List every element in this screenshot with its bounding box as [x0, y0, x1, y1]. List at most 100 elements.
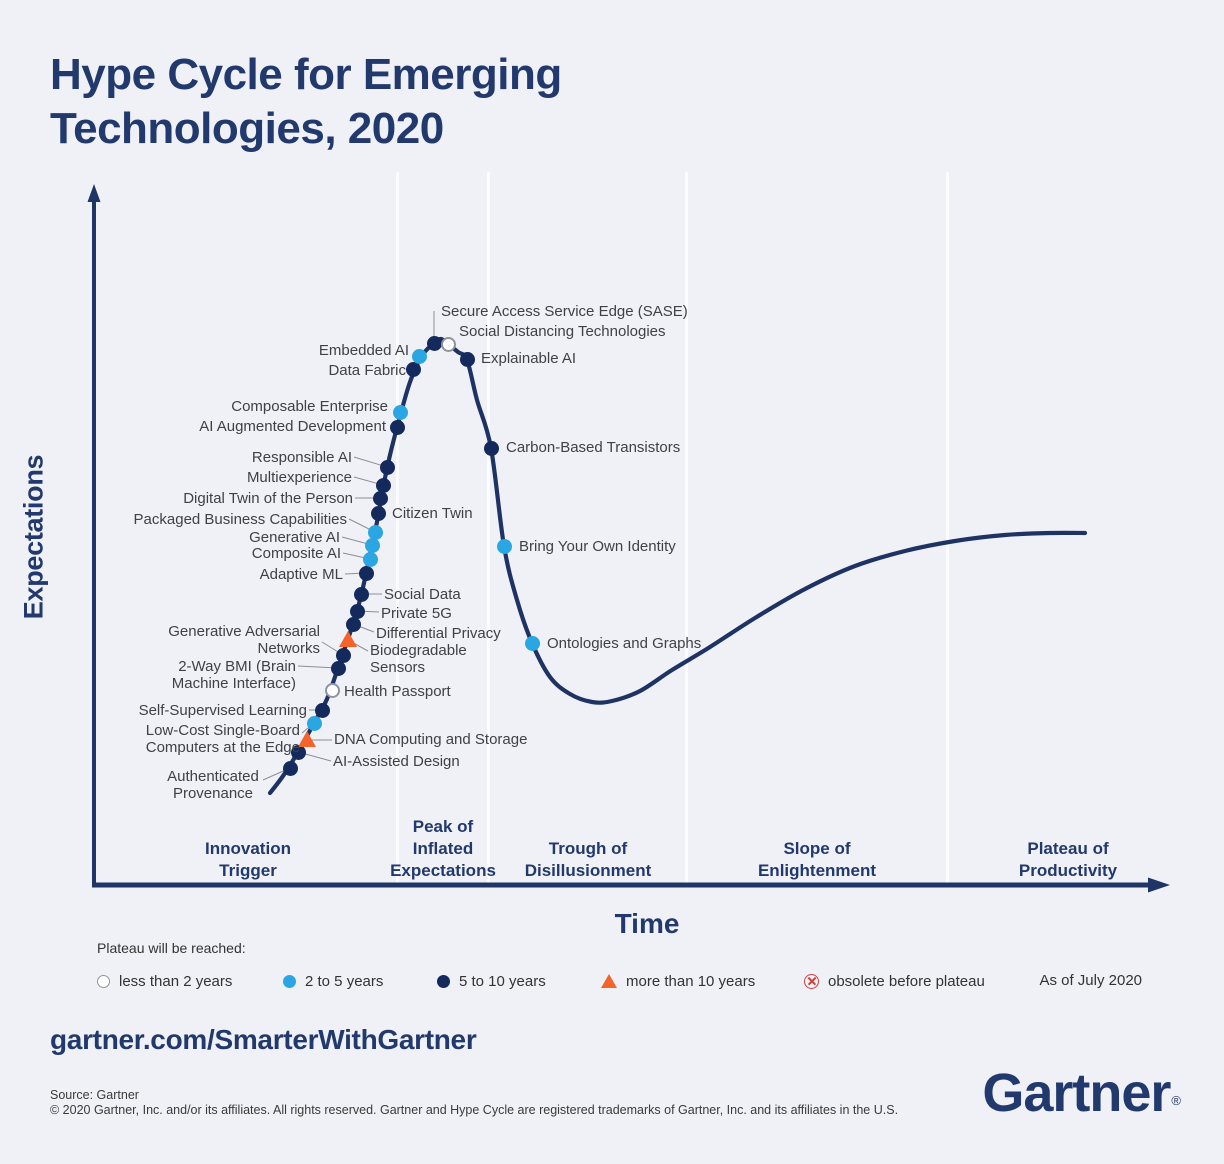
dot-dna-computing-and-storage: [298, 731, 316, 747]
dot-authenticated-provenance: [282, 760, 298, 776]
dot-explainable-ai: [459, 351, 475, 367]
label-citizen-twin: Citizen Twin: [392, 505, 473, 522]
y-axis-label: Expectations: [18, 454, 49, 620]
legend-item-more-than-10-years: more than 10 years: [601, 972, 755, 990]
label-private-5g: Private 5G: [381, 605, 452, 622]
phase-boundary: [945, 172, 949, 884]
dot-composable-enterprise: [392, 404, 408, 420]
dot-secure-access-service-edge-sase: [426, 335, 442, 351]
gartner-logo: Gartner®: [982, 1063, 1181, 1123]
legend-label: obsolete before plateau: [828, 972, 985, 990]
dot-bring-your-own-identity: [496, 538, 512, 554]
dot-2-way-bmi-brain-machine-interface: [330, 660, 346, 676]
label-authenticated-provenance: Authenticated Provenance: [167, 768, 259, 803]
label-data-fabric: Data Fabric: [328, 362, 406, 379]
dot-biodegradable-sensors: [339, 631, 357, 647]
legend-item-5-to-10-years: 5 to 10 years: [437, 972, 546, 990]
dot-generative-adversarial-networks: [335, 647, 351, 663]
label-bring-your-own-identity: Bring Your Own Identity: [519, 538, 676, 555]
dot-ontologies-and-graphs: [524, 635, 540, 651]
label-health-passport: Health Passport: [344, 683, 451, 700]
phase-label-peak-of-inflated-expectations: Peak of Inflated Expectations: [390, 816, 496, 880]
legend-icon-t2to5: [283, 974, 296, 988]
dot-digital-twin-of-the-person: [372, 490, 388, 506]
legend-icon-tobs: [804, 973, 819, 989]
label-self-supervised-learning: Self-Supervised Learning: [138, 702, 307, 719]
label-biodegradable-sensors: Biodegradable Sensors: [370, 642, 467, 677]
legend-label: less than 2 years: [119, 972, 233, 990]
label-dna-computing-and-storage: DNA Computing and Storage: [334, 731, 528, 748]
registered-mark: ®: [1171, 1093, 1181, 1108]
label-low-cost-single-board-computers-at-the-edge: Low-Cost Single-Board Computers at the E…: [145, 722, 300, 757]
legend-item-obsolete-before-plateau: obsolete before plateau: [804, 972, 985, 990]
axes: [87, 184, 1170, 893]
dot-self-supervised-learning: [314, 702, 330, 718]
dot-responsible-ai: [379, 459, 395, 475]
label-responsible-ai: Responsible AI: [251, 449, 352, 466]
source-note: Source: Gartner: [50, 1088, 139, 1102]
dot-packaged-business-capabilities: [367, 524, 383, 540]
label-generative-adversarial-networks: Generative Adversarial Networks: [168, 623, 320, 658]
dot-carbon-based-transistors: [483, 440, 499, 456]
legend-label: 5 to 10 years: [459, 972, 546, 990]
dot-social-distancing-technologies: [440, 336, 456, 352]
legend-title: Plateau will be reached:: [97, 940, 246, 956]
legend-label: 2 to 5 years: [305, 972, 384, 990]
x-axis-label: Time: [614, 908, 680, 939]
label-adaptive-ml: Adaptive ML: [259, 566, 343, 583]
phase-boundary: [395, 172, 399, 884]
dot-adaptive-ml: [358, 565, 374, 581]
legend-icon-tgt10: [601, 974, 617, 988]
phase-label-innovation-trigger: Innovation Trigger: [205, 838, 291, 880]
label-composable-enterprise: Composable Enterprise: [231, 398, 388, 415]
label-social-distancing-technologies: Social Distancing Technologies: [459, 323, 666, 340]
y-axis-arrow: [87, 184, 101, 202]
label-digital-twin-of-the-person: Digital Twin of the Person: [183, 490, 353, 507]
phase-boundary: [684, 172, 688, 884]
phase-boundary: [486, 172, 490, 884]
as-of-date: As of July 2020: [1039, 972, 1142, 989]
dot-differential-privacy: [345, 616, 361, 632]
dot-health-passport: [324, 682, 340, 698]
label-composite-ai: Composite AI: [251, 545, 341, 562]
legend-item-less-than-2-years: less than 2 years: [97, 972, 232, 990]
copyright-note: © 2020 Gartner, Inc. and/or its affiliat…: [50, 1103, 899, 1117]
dot-generative-ai: [364, 537, 380, 553]
label-embedded-ai: Embedded AI: [318, 342, 409, 359]
dot-data-fabric: [405, 361, 421, 377]
label-carbon-based-transistors: Carbon-Based Transistors: [506, 439, 681, 456]
phase-label-trough-of-disillusionment: Trough of Disillusionment: [524, 838, 652, 880]
legend-icon-t5to10: [437, 974, 450, 988]
hype-curve: [267, 336, 1088, 796]
gartner-url-link[interactable]: gartner.com/SmarterWithGartner: [50, 1024, 477, 1055]
legend-item-2-to-5-years: 2 to 5 years: [283, 972, 383, 990]
label-multiexperience: Multiexperience: [246, 469, 352, 486]
label-ontologies-and-graphs: Ontologies and Graphs: [547, 635, 702, 652]
legend-icon-tlt2: [97, 974, 110, 988]
dot-private-5g: [349, 603, 365, 619]
phase-label-plateau-of-productivity: Plateau of Productivity: [1018, 838, 1118, 880]
dot-multiexperience: [375, 477, 391, 493]
legend-label: more than 10 years: [626, 972, 756, 990]
dot-social-data: [353, 586, 369, 602]
label-packaged-business-capabilities: Packaged Business Capabilities: [133, 511, 347, 528]
dot-embedded-ai: [411, 348, 427, 364]
dot-citizen-twin: [370, 505, 386, 521]
label-social-data: Social Data: [384, 586, 461, 603]
label-explainable-ai: Explainable AI: [481, 350, 577, 367]
dot-composite-ai: [362, 551, 378, 567]
dot-ai-assisted-design: [290, 744, 306, 760]
page-title: Hype Cycle for Emerging Technologies, 20…: [50, 50, 562, 153]
dot-low-cost-single-board-computers-at-the-edge: [306, 715, 322, 731]
dot-ai-augmented-development: [389, 419, 405, 435]
label-secure-access-service-edge-sase: Secure Access Service Edge (SASE): [441, 303, 688, 320]
label-ai-augmented-development: AI Augmented Development: [199, 418, 386, 435]
label-generative-ai: Generative AI: [249, 529, 340, 546]
label-differential-privacy: Differential Privacy: [376, 625, 501, 642]
x-axis-arrow: [1148, 877, 1170, 893]
label-2-way-bmi-brain-machine-interface: 2-Way BMI (Brain Machine Interface): [171, 658, 296, 693]
phase-label-slope-of-enlightenment: Slope of Enlightenment: [757, 838, 877, 880]
label-ai-assisted-design: AI-Assisted Design: [333, 753, 460, 770]
